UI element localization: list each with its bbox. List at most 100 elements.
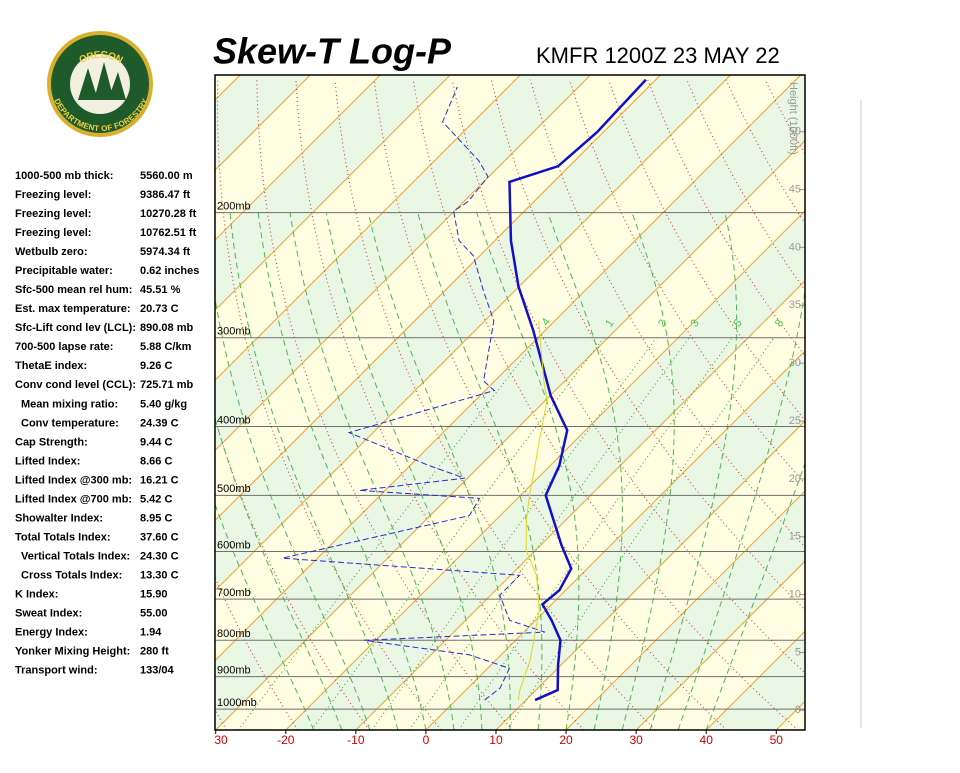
mixing-ratio-label: 2 (656, 317, 669, 329)
mixing-ratio-line (506, 337, 775, 730)
index-value: 9.44 C (140, 436, 172, 448)
profile-line (282, 86, 546, 701)
index-value: 725.71 mb (140, 379, 193, 391)
y2-tick-label: 25 (789, 415, 801, 427)
isotherm (215, 75, 521, 382)
mixing-ratio-label: 8 (773, 317, 786, 329)
dry-adiabat (803, 79, 805, 83)
index-value: 10762.51 ft (140, 227, 197, 239)
index-label: Yonker Mixing Height: (15, 646, 130, 658)
index-value: 37.60 C (140, 531, 179, 543)
index-value: 5.42 C (140, 493, 172, 505)
index-value: 24.39 C (140, 417, 179, 429)
isotherm (215, 75, 381, 241)
index-value: 9386.47 ft (140, 189, 190, 201)
logo-trees (78, 62, 126, 100)
x-tick-label: 30 (214, 733, 228, 747)
index-value: 20.73 C (140, 303, 179, 315)
isotherm (285, 210, 805, 730)
moist-adiabat (547, 212, 623, 730)
index-label: Total Totals Index: (15, 531, 111, 543)
isotherm (495, 420, 805, 730)
isotherm (215, 75, 661, 522)
chart-subtitle: KMFR 1200Z 23 MAY 22 (536, 43, 780, 68)
index-value: 10270.28 ft (140, 208, 197, 220)
y2-axis-label: Height (1000ft) (787, 82, 799, 155)
mixing-ratio-line (371, 337, 657, 730)
pressure-label: 200mb (217, 201, 251, 213)
dry-adiabat (921, 80, 960, 730)
moist-adiabat (229, 212, 399, 730)
index-label: Wetbulb zero: (15, 246, 88, 258)
logo-top: OREGON (77, 49, 124, 65)
index-label: Freezing level: (15, 227, 91, 239)
pressure-label: 300mb (217, 326, 251, 338)
index-label: 700-500 lapse rate: (15, 341, 113, 353)
index-value: 5.40 g/kg (140, 398, 187, 410)
pressure-label: 400mb (217, 414, 251, 426)
x-tick-label: -10 (347, 733, 365, 747)
mixing-ratio-line (311, 337, 605, 730)
index-label: K Index: (15, 589, 58, 601)
index-value: 45.51 % (140, 284, 181, 296)
index-label: Lifted Index @300 mb: (15, 474, 132, 486)
moist-adiabat (621, 212, 675, 730)
plot: .4 1 2 3 5 81000mb900mb800mb700mb600mb500mb40… (214, 74, 806, 747)
y2-tick-label: 10 (789, 589, 801, 601)
moist-adiabat (476, 212, 580, 730)
moist-adiabat (417, 212, 543, 730)
x-tick-label: 50 (770, 733, 784, 747)
mixing-ratio-line (408, 337, 690, 730)
index-value: 55.00 (140, 608, 168, 620)
x-tick-label: 10 (489, 733, 503, 747)
index-label: Precipitable water: (15, 265, 113, 277)
y2-tick-label: 45 (789, 183, 801, 195)
index-label: Lifted Index @700 mb: (15, 493, 132, 505)
index-value: 133/04 (140, 665, 175, 677)
chart-title: Skew-T Log-P (213, 31, 452, 72)
y2-tick-label: 15 (789, 531, 801, 543)
index-value: 24.30 C (140, 551, 179, 563)
isotherm (215, 75, 591, 452)
isotherm-band (215, 75, 805, 730)
isotherm (215, 75, 731, 592)
index-value: 13.30 C (140, 570, 179, 582)
pressure-label: 500mb (217, 483, 251, 495)
y2-tick-label: 35 (789, 299, 801, 311)
index-value: 8.66 C (140, 455, 172, 467)
profile-line (508, 78, 647, 702)
moist-adiabat (367, 212, 511, 730)
moist-adiabat (705, 462, 805, 730)
profile-line (517, 320, 548, 701)
index-label: Lifted Index: (15, 455, 80, 467)
isotherm (215, 75, 801, 662)
background-lines (215, 75, 960, 730)
pressure-label: 800mb (217, 628, 251, 640)
indices-table: 1000-500 mb thick: 5560.00 m Freezing leve… (15, 170, 199, 677)
index-value: 890.08 mb (140, 322, 193, 334)
x-tick-label: 0 (423, 733, 430, 747)
mixing-ratio-label: 1 (603, 317, 616, 329)
index-label: Sfc-Lift cond lev (LCL): (15, 322, 136, 334)
pressure-label: 900mb (217, 665, 251, 677)
y2-tick-label: 5 (795, 646, 801, 658)
y2-tick-label: 30 (789, 357, 801, 369)
x-tick-label: -20 (277, 733, 295, 747)
index-label: Mean mixing ratio: (21, 398, 118, 410)
index-label: Vertical Totals Index: (21, 551, 130, 563)
y2-tick-label: 40 (789, 241, 801, 253)
pressure-label: 600mb (217, 539, 251, 551)
dry-adiabat (295, 79, 585, 730)
y2-tick-label: 50 (789, 126, 801, 138)
index-label: Cap Strength: (15, 436, 88, 448)
mixing-ratio-line (237, 337, 540, 730)
index-label: Sweat Index: (15, 608, 82, 620)
index-label: Freezing level: (15, 189, 91, 201)
mixing-ratio-label: 5 (731, 317, 744, 329)
index-label: Cross Totals Index: (21, 570, 122, 582)
pressure-label: 1000mb (217, 697, 257, 709)
isotherm (215, 139, 805, 730)
moist-adiabat (325, 212, 483, 730)
isotherm (425, 350, 805, 730)
